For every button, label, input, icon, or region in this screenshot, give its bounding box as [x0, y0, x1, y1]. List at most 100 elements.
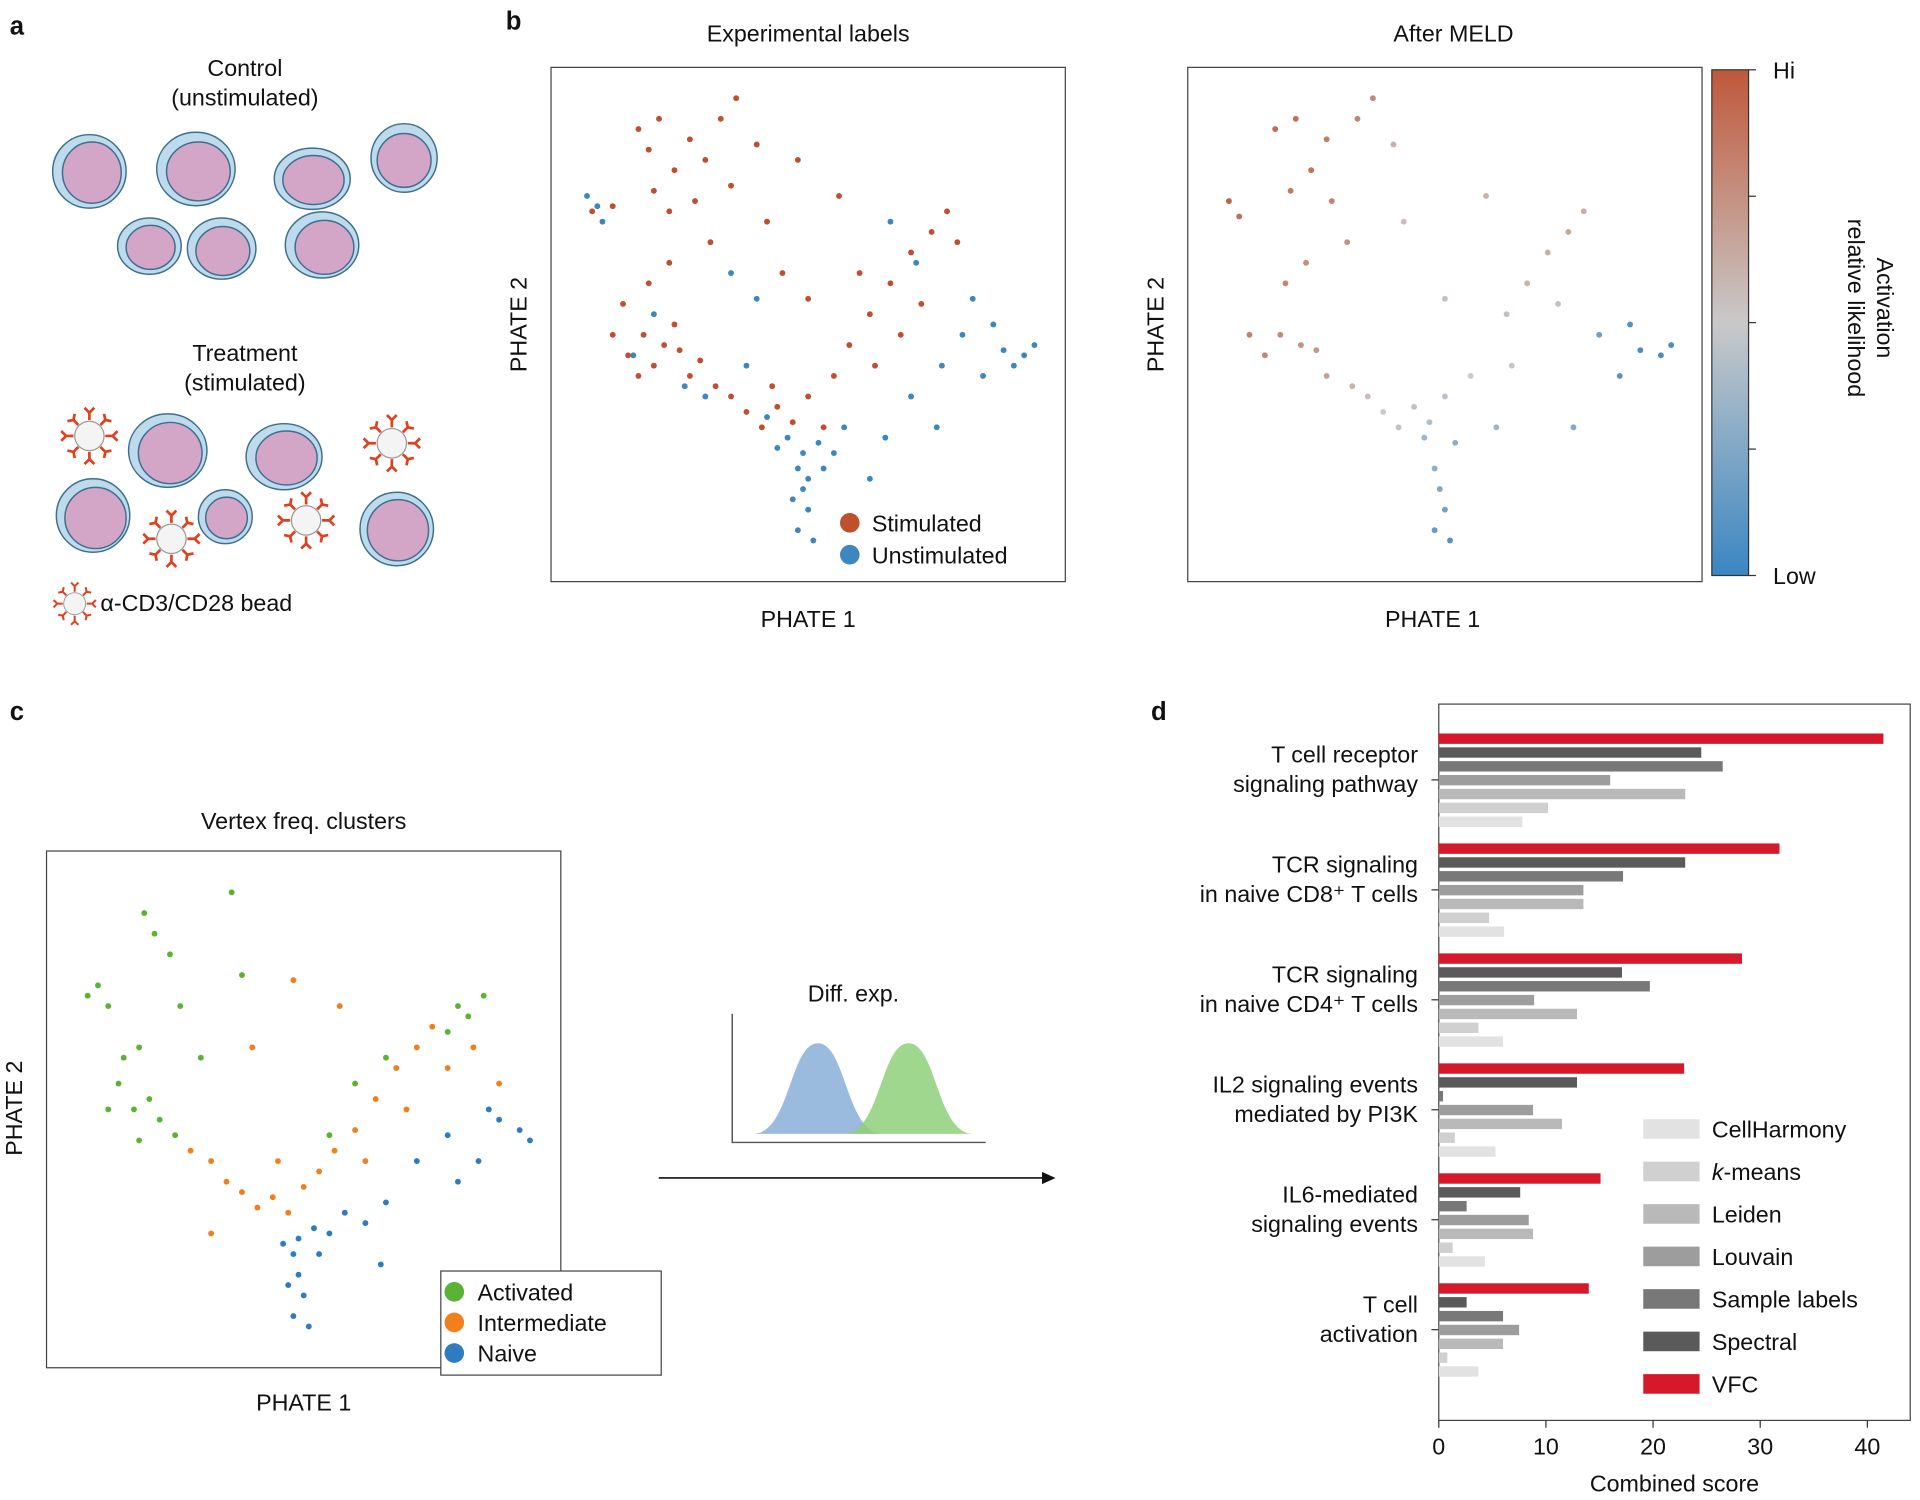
point [1246, 331, 1253, 338]
cell-illustration [51, 122, 438, 567]
point [1452, 439, 1459, 446]
point [239, 972, 245, 978]
point [120, 1054, 127, 1061]
point [908, 249, 914, 256]
point [187, 1147, 194, 1154]
point [1031, 342, 1038, 348]
point [769, 383, 776, 390]
point [820, 465, 827, 472]
point [1426, 419, 1433, 426]
point [815, 439, 822, 446]
legend-label: Naive [478, 1341, 537, 1367]
point [151, 930, 158, 937]
point [465, 1013, 472, 1020]
point [753, 295, 760, 302]
point [1431, 465, 1438, 472]
x-axis-label: PHATE 1 [761, 606, 856, 632]
bar [1438, 1008, 1577, 1020]
point [645, 280, 652, 287]
point [331, 1147, 338, 1154]
plot-frame [1187, 66, 1703, 583]
point [743, 362, 750, 369]
bead-label: α-CD3/CD28 bead [100, 590, 292, 616]
x-tick-label: 30 [1747, 1434, 1773, 1460]
point [656, 115, 662, 122]
x-tick-label: 10 [1533, 1434, 1559, 1460]
point [928, 228, 935, 235]
point [789, 496, 796, 503]
bar [1438, 871, 1624, 882]
point [95, 982, 101, 989]
y-axis-label: PHATE 2 [506, 277, 532, 372]
legend-marker [444, 1312, 465, 1333]
point [1328, 198, 1335, 204]
point [866, 311, 873, 318]
bar [1438, 1200, 1467, 1212]
x-axis-label: PHATE 1 [256, 1390, 351, 1416]
point [223, 1178, 230, 1185]
colorbar-label: Low [1773, 563, 1816, 589]
point [800, 450, 806, 456]
point [290, 1313, 297, 1320]
point [697, 357, 704, 364]
point [290, 977, 297, 984]
legend-label: Leiden [1712, 1202, 1782, 1228]
point [105, 1003, 112, 1009]
point [1390, 141, 1397, 148]
point [1467, 372, 1474, 379]
bar [1438, 884, 1584, 896]
point [383, 1054, 389, 1061]
point [1570, 424, 1577, 431]
chart-title: Experimental labels [707, 21, 910, 47]
point [455, 1003, 461, 1009]
point [609, 203, 616, 210]
legend-swatch [1643, 1161, 1700, 1182]
point [300, 1292, 307, 1299]
point [1000, 347, 1007, 354]
point [444, 1132, 451, 1139]
bar [1438, 1283, 1589, 1294]
bar [1438, 926, 1505, 937]
point [1668, 342, 1675, 348]
point [1313, 347, 1320, 354]
legend-label: Stimulated [872, 510, 982, 536]
point [589, 208, 596, 215]
legend-swatch [1643, 1246, 1700, 1267]
point [794, 156, 801, 163]
y-axis-label: PHATE 2 [1142, 277, 1168, 372]
chart-title: After MELD [1393, 21, 1513, 47]
point [794, 527, 801, 534]
point [908, 393, 914, 400]
point [136, 1137, 143, 1144]
point [666, 259, 673, 266]
bar [1438, 747, 1702, 758]
point [954, 239, 961, 246]
point [620, 300, 626, 307]
point [805, 393, 812, 400]
x-tick-label: 40 [1854, 1434, 1880, 1460]
point [758, 424, 765, 431]
point [805, 475, 812, 482]
legend-swatch [1643, 1331, 1700, 1352]
category-label: TCR signaling in naive CD8⁺ T cells [1200, 852, 1418, 907]
point [1508, 362, 1515, 369]
legend-marker [444, 1282, 465, 1302]
bar [1438, 1063, 1685, 1074]
colorbar-label: Hi [1773, 57, 1795, 83]
legend-marker [840, 513, 860, 533]
point [635, 126, 642, 132]
legend-label: Louvain [1712, 1244, 1793, 1270]
bar [1438, 1310, 1504, 1322]
point [774, 444, 781, 451]
point [208, 1230, 215, 1237]
point [326, 1132, 333, 1139]
point [136, 1044, 143, 1051]
point [372, 1096, 379, 1102]
point [1282, 280, 1289, 287]
point [1297, 342, 1304, 348]
point [362, 1158, 369, 1164]
point [1411, 403, 1417, 410]
point [1261, 352, 1268, 359]
legend-label: VFC [1712, 1371, 1758, 1397]
point [1236, 213, 1243, 220]
